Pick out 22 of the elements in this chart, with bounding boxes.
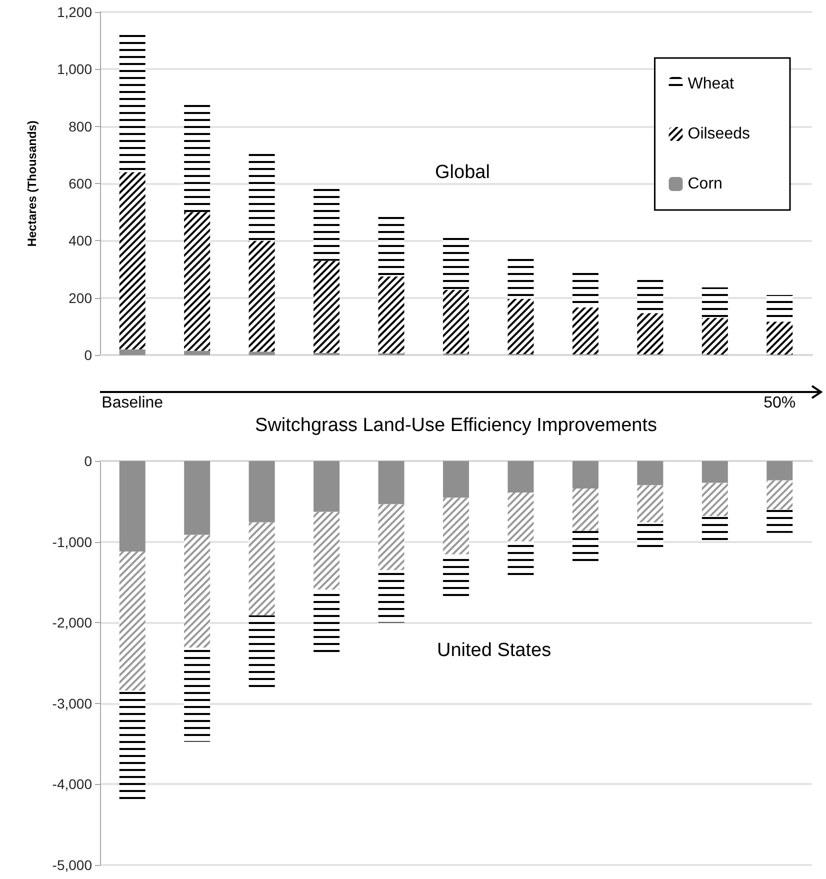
y-tick-label: -4,000 — [52, 776, 92, 792]
legend-label: Wheat — [688, 76, 735, 92]
y-tick-label: 400 — [68, 232, 92, 249]
y-tick-label: 1,200 — [56, 4, 92, 20]
y-tick-label: 200 — [68, 290, 92, 306]
y-tick-label: 0 — [84, 347, 92, 364]
y-tick-label: 0 — [84, 453, 92, 469]
annotation: Global — [435, 162, 490, 183]
legend-label: Corn — [688, 176, 722, 192]
x-tick-label: 50% — [764, 394, 796, 412]
y-tick-label: 1,000 — [56, 61, 92, 78]
annotation: United States — [437, 640, 552, 661]
y-tick-label: -1,000 — [52, 534, 92, 550]
y-tick-label: 600 — [68, 176, 92, 192]
y-tick-label: -3,000 — [52, 695, 92, 712]
legend-label: Oilseeds — [688, 126, 750, 142]
x-axis-title: Switchgrass Land-Use Efficiency Improvements — [255, 415, 657, 436]
y-tick-label: -2,000 — [52, 614, 92, 631]
x-tick-label: Baseline — [102, 394, 164, 412]
y-axis-title: Hectares (Thousands) — [25, 120, 39, 247]
y-tick-label: 800 — [68, 118, 92, 134]
y-tick-label: -5,000 — [52, 857, 92, 873]
